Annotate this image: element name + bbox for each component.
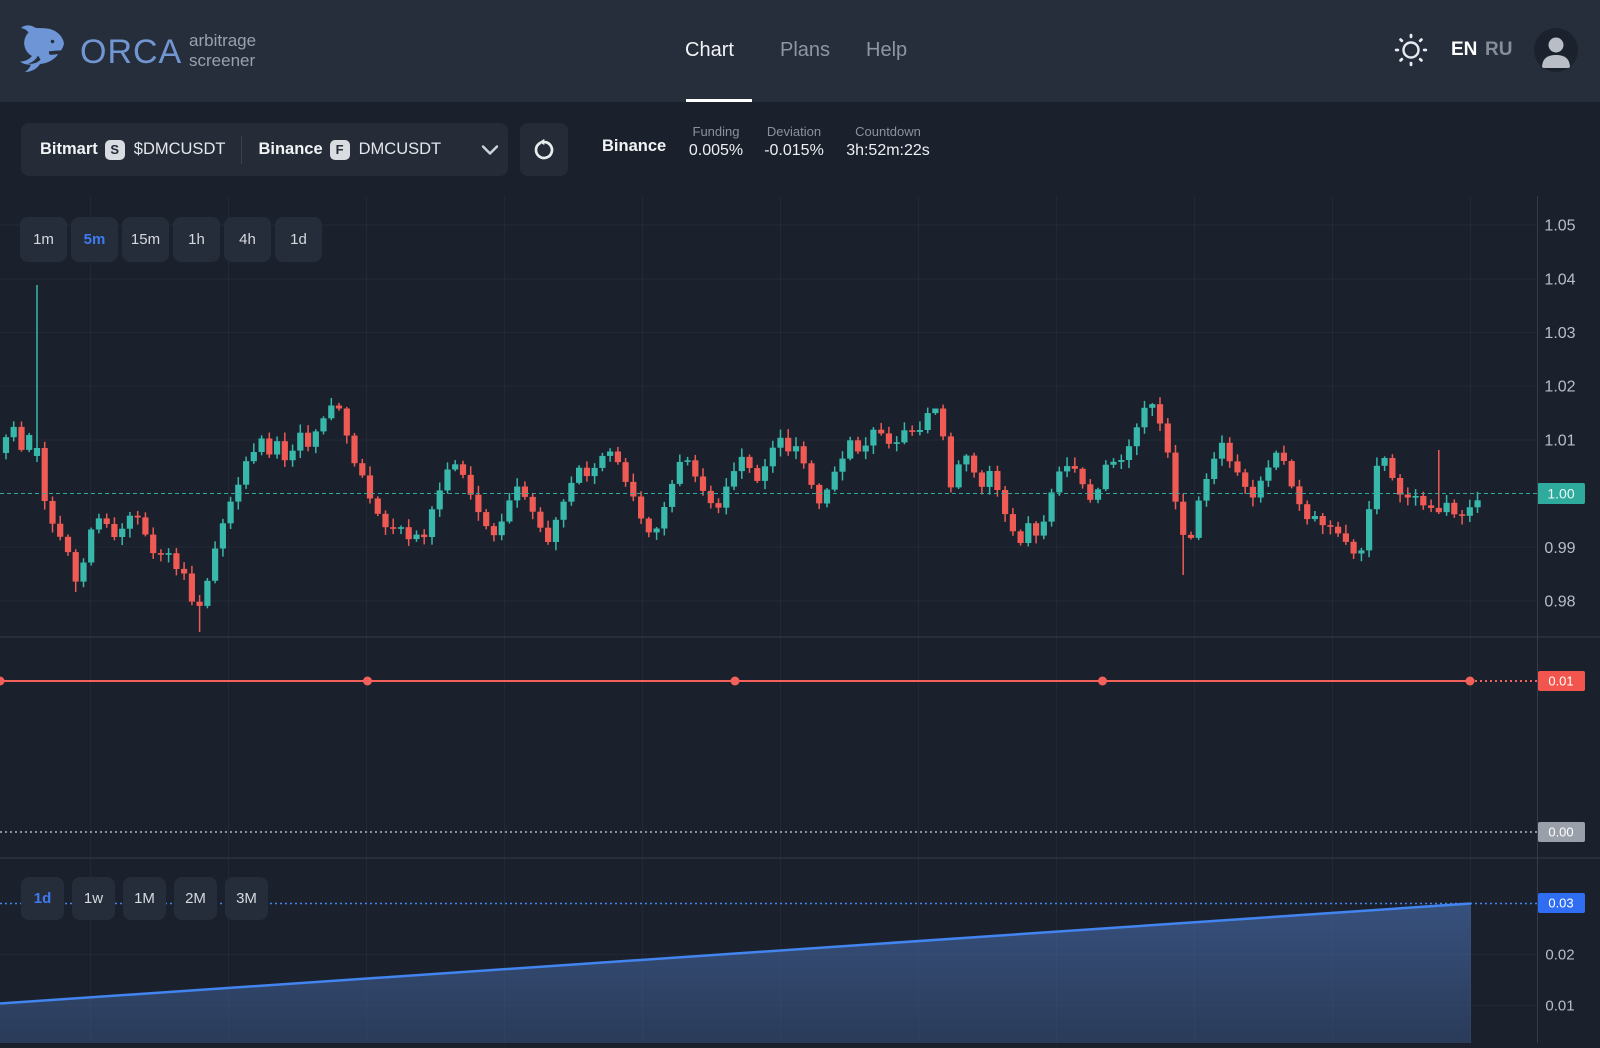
svg-text:1.00: 1.00 (1547, 486, 1574, 502)
svg-text:1.04: 1.04 (1544, 272, 1575, 289)
svg-text:1.03: 1.03 (1544, 325, 1575, 342)
svg-text:1.02: 1.02 (1544, 379, 1575, 396)
svg-text:0.02: 0.02 (1545, 947, 1574, 964)
svg-text:0.98: 0.98 (1544, 594, 1575, 611)
svg-text:0.03: 0.03 (1548, 896, 1573, 911)
svg-text:1.01: 1.01 (1544, 433, 1575, 450)
svg-text:0.01: 0.01 (1548, 674, 1573, 689)
svg-text:0.01: 0.01 (1545, 998, 1574, 1015)
svg-text:0.99: 0.99 (1544, 540, 1575, 557)
svg-text:1.05: 1.05 (1544, 218, 1575, 235)
svg-text:0.00: 0.00 (1548, 825, 1573, 840)
